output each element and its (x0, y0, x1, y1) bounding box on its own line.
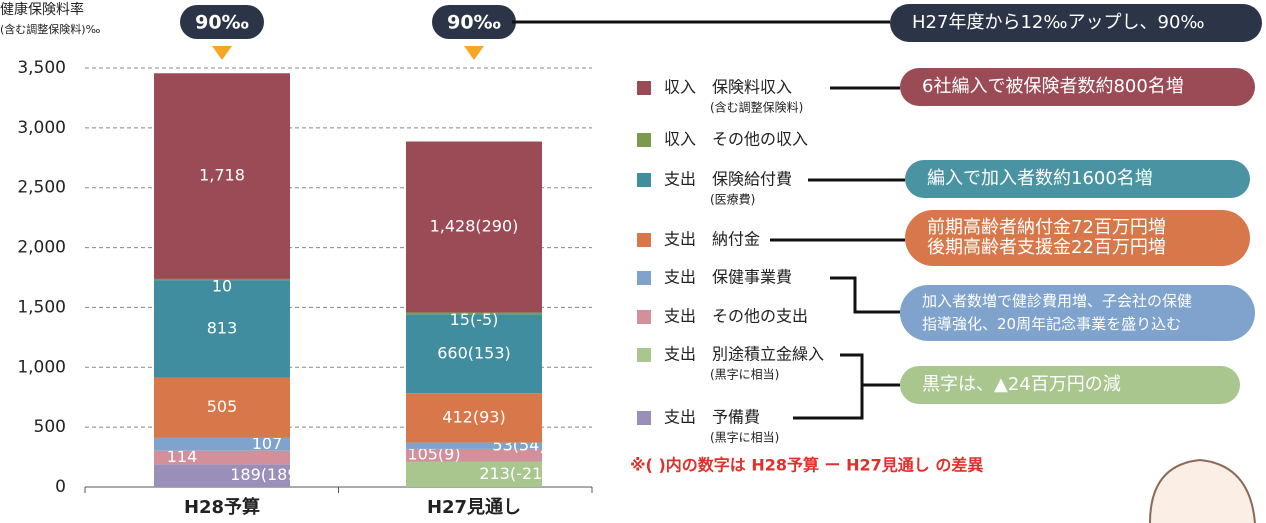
rate-pointer (212, 46, 232, 60)
legend-label: 支出 保健事業費 (664, 268, 792, 287)
value-label: 1,428(290) (430, 216, 519, 235)
y-tick-label: 2,000 (17, 238, 66, 258)
callout-text: 6社編入で被保険者数約800名増 (922, 76, 1184, 97)
value-label: 1,718 (199, 166, 245, 185)
legend-sublabel: (医療費) (710, 192, 755, 207)
value-label: 813 (207, 318, 238, 337)
legend-sublabel: (含む調整保険料) (710, 100, 803, 115)
legend-swatch (637, 348, 651, 362)
legend-label: 支出 その他の支出 (664, 307, 808, 326)
value-label: 189(189) (230, 465, 304, 484)
callout-text: H27年度から12‰アップし、90‰ (912, 12, 1205, 33)
rate-label: 90‰ (447, 12, 501, 34)
value-label: 660(153) (437, 343, 511, 362)
callout-text: 後期高齢者支援金22百万円増 (927, 237, 1166, 258)
legend-swatch (637, 133, 651, 147)
value-label: 213(-213) (479, 464, 558, 483)
value-label: 412(93) (442, 407, 505, 426)
callout-connector (793, 355, 900, 418)
callout-text: 黒字は、▲24百万円の減 (922, 374, 1121, 395)
y-axis-subtitle: (含む調整保険料)‰ (0, 22, 101, 36)
y-tick-label: 1,000 (17, 357, 66, 377)
y-tick-label: 0 (55, 477, 66, 497)
legend-swatch (637, 173, 651, 187)
legend-swatch (637, 271, 651, 285)
legend-label: 支出 予備費 (664, 408, 760, 427)
y-tick-label: 1,500 (17, 297, 66, 317)
rate-label: 90‰ (195, 12, 249, 34)
legend-label: 収入 保険料収入 (664, 78, 792, 97)
y-tick-label: 2,500 (17, 178, 66, 198)
legend-swatch (637, 233, 651, 247)
legend-swatch (637, 81, 651, 95)
callout-connector (830, 278, 900, 312)
legend-swatch (637, 310, 651, 324)
y-tick-label: 3,500 (17, 58, 66, 78)
y-tick-label: 500 (34, 417, 66, 437)
legend-swatch (637, 411, 651, 425)
y-axis-title: 健康保険料率 (0, 1, 84, 18)
legend-label: 収入 その他の収入 (664, 130, 808, 149)
x-tick-label: H28予算 (184, 496, 260, 518)
person-illustration (1150, 460, 1255, 523)
legend-label: 支出 納付金 (664, 230, 760, 249)
callout-text: 指導強化、20周年記念事業を盛り込む (922, 315, 1181, 333)
legend-sublabel: (黒字に相当) (710, 430, 779, 445)
value-label: 505 (207, 397, 238, 416)
callout-text: 編入で加入者数約1600名増 (927, 168, 1153, 189)
chart: 健康保険料率 (含む調整保険料)‰ ※( )内の数字は H28予算 ー H27見… (0, 0, 1266, 523)
x-tick-label: H27見通し (427, 497, 521, 518)
rate-pointer (464, 46, 484, 60)
y-tick-label: 3,000 (17, 118, 66, 138)
callout-text: 前期高齢者納付金72百万円増 (927, 217, 1166, 238)
callout-text: 加入者数増で健診費用増、子会社の保健 (922, 292, 1192, 310)
legend-label: 支出 別途積立金繰入 (664, 345, 824, 364)
legend-sublabel: (黒字に相当) (710, 367, 779, 382)
value-label: 10 (212, 276, 232, 295)
value-label: 15(-5) (450, 310, 499, 329)
footnote: ※( )内の数字は H28予算 ー H27見通し の差異 (630, 456, 983, 475)
legend-label: 支出 保険給付費 (664, 170, 792, 189)
